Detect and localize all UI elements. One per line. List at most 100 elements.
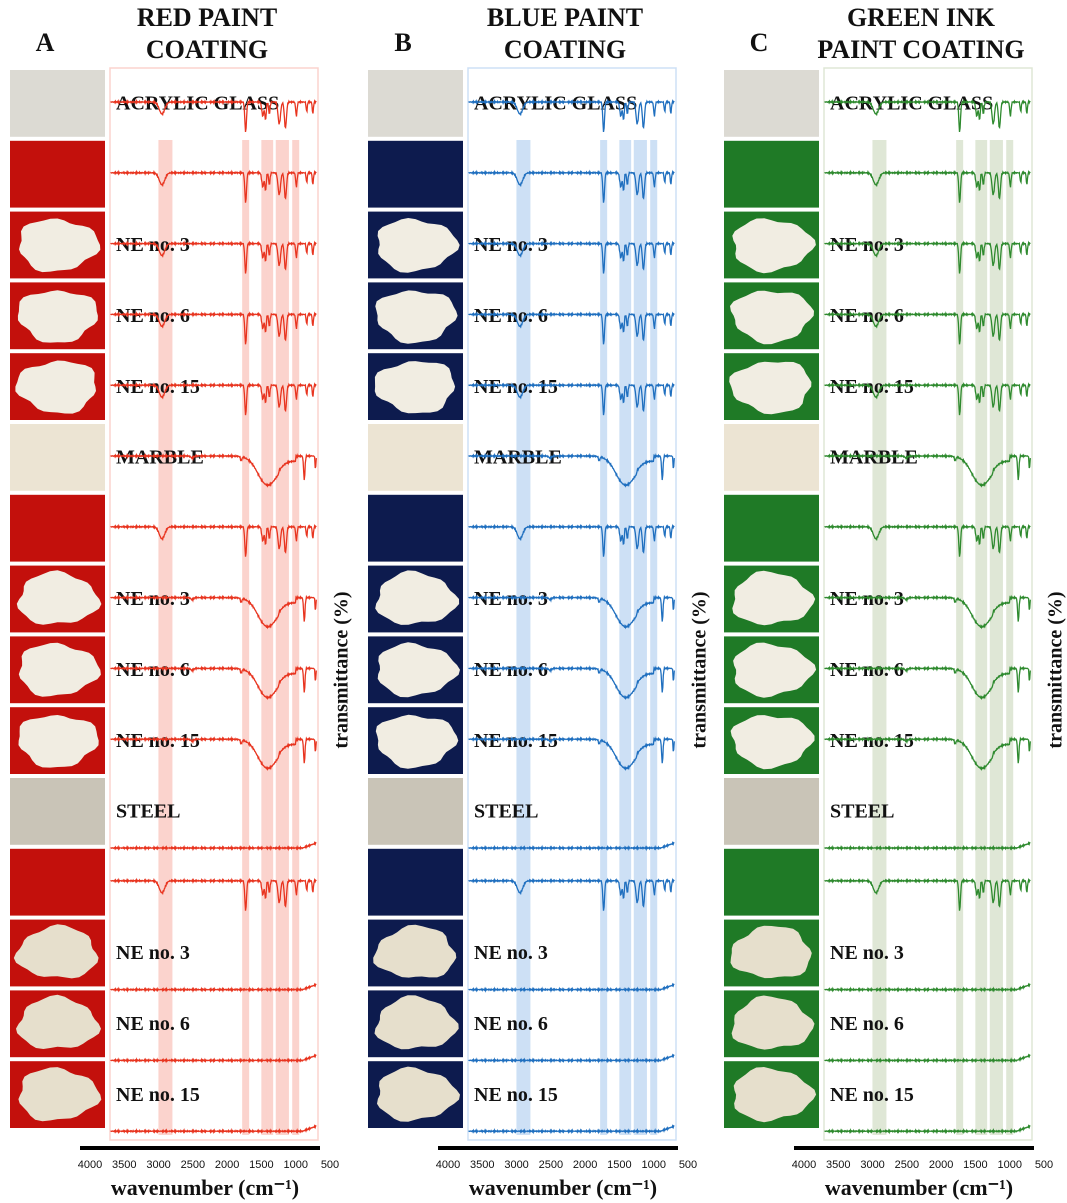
panel-title: RED PAINT xyxy=(137,3,277,32)
spectrum xyxy=(110,98,317,132)
sample-blob xyxy=(730,715,815,770)
substrate-label: ACRYLIC GLASS xyxy=(830,93,993,115)
substrate-label: ACRYLIC GLASS xyxy=(116,93,279,115)
spectrum xyxy=(824,1124,1031,1135)
band-highlight xyxy=(242,140,250,1135)
sample-photo xyxy=(10,140,105,208)
sample-photo xyxy=(10,424,105,491)
panel-title: COATING xyxy=(504,35,626,64)
sample-label: NE no. 3 xyxy=(830,234,904,256)
spectrum xyxy=(110,665,317,701)
sample-blob xyxy=(16,570,102,625)
x-tick-label: 4000 xyxy=(436,1159,460,1171)
band-highlight xyxy=(633,140,641,1135)
spectrum xyxy=(824,523,1031,557)
sample-label: NE no. 6 xyxy=(474,305,548,327)
band-highlight xyxy=(639,140,647,1135)
band-highlight xyxy=(624,140,632,1135)
x-tick-label: 500 xyxy=(1035,1159,1053,1171)
x-tick-label: 2500 xyxy=(181,1159,205,1171)
band-highlight xyxy=(872,140,887,1135)
sample-label: NE no. 15 xyxy=(474,376,558,398)
spectrum xyxy=(468,594,675,630)
spectrum xyxy=(824,98,1031,132)
spectrum xyxy=(110,523,317,557)
substrate-label: MARBLE xyxy=(830,447,918,469)
sample-label: NE no. 6 xyxy=(830,1013,904,1035)
spectrum xyxy=(468,877,675,911)
spectrum xyxy=(468,1124,675,1135)
x-tick-label: 3000 xyxy=(860,1159,884,1171)
x-tick-label: 1500 xyxy=(249,1159,273,1171)
spectrum xyxy=(468,98,675,132)
band-highlight xyxy=(989,140,997,1135)
sample-label: NE no. 3 xyxy=(116,588,190,610)
spectrum xyxy=(468,1053,675,1064)
band-highlight xyxy=(1006,140,1014,1135)
x-axis-title: wavenumber (cm⁻¹) xyxy=(111,1175,299,1200)
spectrum xyxy=(110,735,317,771)
spectrum xyxy=(468,523,675,557)
panel-letter: C xyxy=(750,28,769,57)
spectrum xyxy=(110,1124,317,1135)
sample-label: NE no. 15 xyxy=(116,376,200,398)
sample-blob xyxy=(375,290,458,344)
x-tick-label: 3000 xyxy=(504,1159,528,1171)
band-highlight xyxy=(516,140,531,1135)
x-tick-label: 1500 xyxy=(607,1159,631,1171)
sample-blob xyxy=(733,1067,817,1123)
sample-photo xyxy=(368,70,463,137)
spectrum xyxy=(110,452,317,488)
spectrum xyxy=(468,840,675,852)
x-axis-title: wavenumber (cm⁻¹) xyxy=(469,1175,657,1200)
spectrum xyxy=(110,840,317,852)
sample-blob xyxy=(17,290,98,343)
band-highlight xyxy=(980,140,988,1135)
spectrum xyxy=(468,169,675,203)
spectrum xyxy=(824,452,1031,488)
sample-photo xyxy=(368,140,463,208)
spectrum xyxy=(468,452,675,488)
spectrum xyxy=(110,311,317,345)
sample-photo xyxy=(724,424,819,491)
sample-label: NE no. 3 xyxy=(474,942,548,964)
x-tick-label: 2500 xyxy=(539,1159,563,1171)
sample-photo xyxy=(724,848,819,916)
band-highlight xyxy=(975,140,983,1135)
sample-label: NE no. 6 xyxy=(116,1013,190,1035)
sample-blob xyxy=(733,642,817,698)
sample-blob xyxy=(373,924,457,978)
panel-title: GREEN INK xyxy=(847,3,996,32)
sample-blob xyxy=(730,925,812,979)
sample-photo xyxy=(724,70,819,137)
sample-blob xyxy=(375,570,460,625)
sample-label: NE no. 15 xyxy=(116,1084,200,1106)
x-tick-label: 3500 xyxy=(112,1159,136,1171)
sample-photo xyxy=(724,778,819,845)
sample-label: NE no. 3 xyxy=(830,942,904,964)
sample-label: NE no. 6 xyxy=(830,659,904,681)
spectrum xyxy=(824,240,1031,274)
sample-blob xyxy=(731,995,815,1050)
sample-blob xyxy=(18,715,99,768)
sample-photo xyxy=(724,494,819,562)
x-tick-label: 4000 xyxy=(78,1159,102,1171)
sample-label: NE no. 15 xyxy=(474,1084,558,1106)
spectrum xyxy=(824,381,1031,416)
sample-label: NE no. 15 xyxy=(830,1084,914,1106)
spectrum xyxy=(468,240,675,274)
band-highlight xyxy=(266,140,274,1135)
x-tick-label: 1500 xyxy=(963,1159,987,1171)
spectrum xyxy=(824,665,1031,701)
panel-letter: B xyxy=(394,28,411,57)
band-highlight xyxy=(275,140,283,1135)
substrate-label: ACRYLIC GLASS xyxy=(474,93,637,115)
sample-blob xyxy=(377,1066,460,1122)
sample-blob xyxy=(375,714,459,769)
x-tick-label: 1000 xyxy=(283,1159,307,1171)
y-axis-title: transmittance (%) xyxy=(1045,591,1067,748)
x-axis-title: wavenumber (cm⁻¹) xyxy=(825,1175,1013,1200)
spectrum xyxy=(468,381,675,416)
substrate-label: MARBLE xyxy=(116,447,204,469)
substrate-label: STEEL xyxy=(116,801,180,823)
